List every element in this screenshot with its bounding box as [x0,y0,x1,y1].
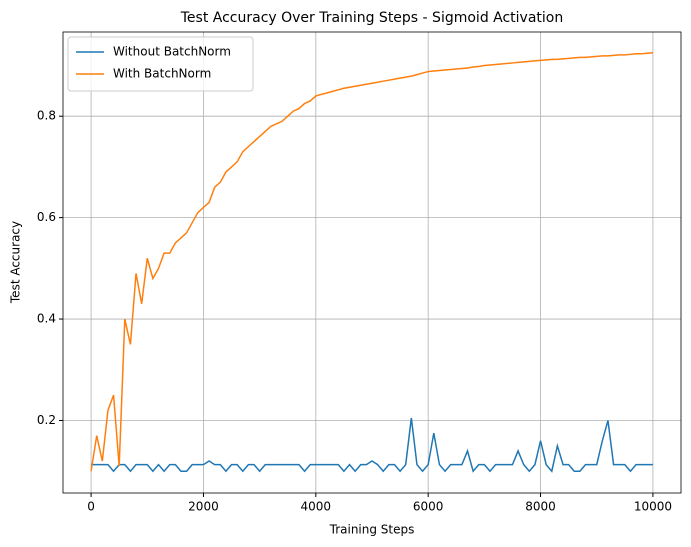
x-tick-label: 10000 [634,500,672,514]
y-tick-label: 0.2 [37,413,56,427]
y-axis-label: Test Accuracy [9,221,23,304]
series-line [91,417,653,473]
y-tick-label: 0.8 [37,109,56,123]
chart-title: Test Accuracy Over Training Steps - Sigm… [180,10,564,26]
y-tick-label: 0.6 [37,210,56,224]
legend-label: Without BatchNorm [113,45,231,59]
x-tick-label: 6000 [413,500,444,514]
x-tick-label: 2000 [188,500,219,514]
x-axis-label: Training Steps [329,523,415,537]
y-tick-label: 0.4 [37,312,56,326]
legend-frame [67,36,254,92]
legend: Without BatchNorm With BatchNorm [67,36,254,92]
plot-frame [62,31,682,494]
x-tick-label: 0 [87,500,95,514]
x-tick-label: 4000 [301,500,332,514]
series-line [90,52,653,472]
legend-label: With BatchNorm [113,67,211,81]
x-tick-label: 8000 [525,500,556,514]
